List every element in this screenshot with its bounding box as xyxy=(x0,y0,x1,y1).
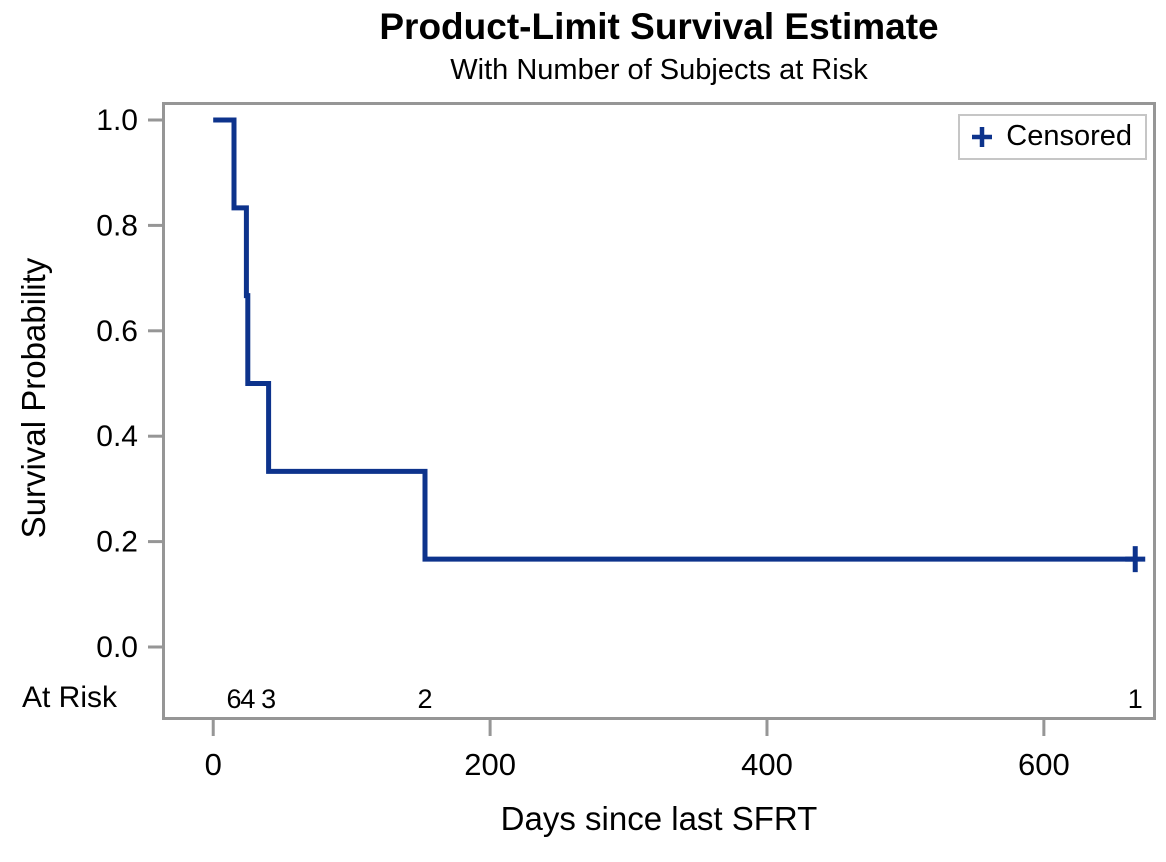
x-axis-title: Days since last SFRT xyxy=(500,800,818,837)
y-tick-label: 1.0 xyxy=(96,104,138,137)
at-risk-count: 4 xyxy=(240,684,255,714)
censored-plus-icon xyxy=(972,126,993,147)
at-risk-row-header: At Risk xyxy=(22,681,118,714)
x-tick-label: 600 xyxy=(1018,747,1070,782)
y-axis-title: Survival Probability xyxy=(15,257,52,539)
censored-legend: Censored xyxy=(958,114,1147,160)
at-risk-count: 6 xyxy=(226,684,241,714)
at-risk-count: 3 xyxy=(261,684,276,714)
x-tick-label: 200 xyxy=(464,747,516,782)
plot-area: 1.0 0.8 0.6 0.4 0.2 0.0 0 200 400 600 64 3 2 1 xyxy=(96,102,1156,782)
y-tick-label: 0.6 xyxy=(96,315,138,348)
at-risk-count: 2 xyxy=(418,684,433,714)
x-tick-label: 0 xyxy=(205,747,222,782)
y-tick-label: 0.0 xyxy=(96,631,138,664)
survival-step-curve xyxy=(213,117,1136,562)
chart-title: Product-Limit Survival Estimate xyxy=(379,6,939,47)
y-tick-label: 0.8 xyxy=(96,209,138,242)
at-risk-count: 1 xyxy=(1128,684,1143,714)
chart-subtitle: With Number of Subjects at Risk xyxy=(450,54,868,86)
plot-frame xyxy=(162,102,1156,720)
y-tick-label: 0.2 xyxy=(96,526,138,559)
y-tick-label: 0.4 xyxy=(96,420,138,453)
legend-label: Censored xyxy=(1006,120,1132,152)
x-tick-label: 400 xyxy=(741,747,793,782)
